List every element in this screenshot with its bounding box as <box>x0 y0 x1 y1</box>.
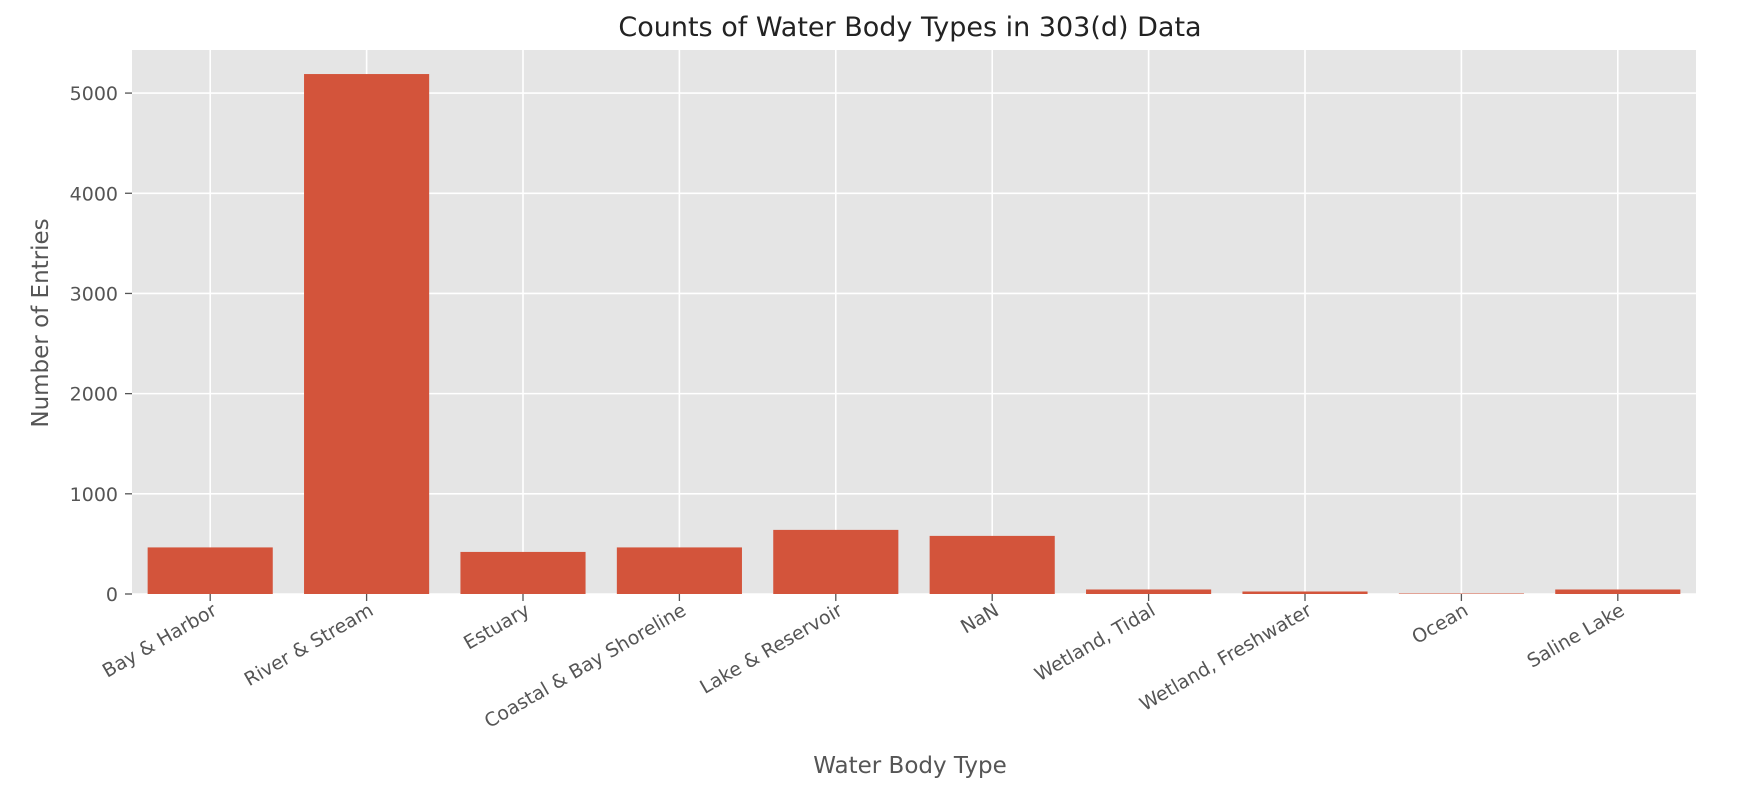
bar <box>304 74 430 595</box>
bar <box>460 551 586 594</box>
bar <box>773 529 899 594</box>
y-tick-label: 1000 <box>70 484 118 506</box>
bar <box>147 547 273 594</box>
y-tick-label: 2000 <box>70 384 118 406</box>
bar <box>929 535 1055 594</box>
bar <box>1398 593 1524 594</box>
y-tick-label: 0 <box>106 584 118 606</box>
y-tick-label: 4000 <box>70 183 118 205</box>
y-axis-label: Number of Entries <box>28 218 54 427</box>
y-tick-label: 3000 <box>70 283 118 305</box>
bar <box>1242 591 1368 594</box>
y-axis-ticks: 0 1000 2000 3000 4000 5000 <box>70 83 132 606</box>
x-axis-label: Water Body Type <box>813 753 1007 779</box>
bar <box>1555 589 1681 594</box>
chart-title: Counts of Water Body Types in 303(d) Dat… <box>618 12 1201 43</box>
bar <box>616 547 742 594</box>
y-tick-label: 5000 <box>70 83 118 105</box>
bar <box>1086 589 1212 594</box>
bars <box>147 74 1681 595</box>
